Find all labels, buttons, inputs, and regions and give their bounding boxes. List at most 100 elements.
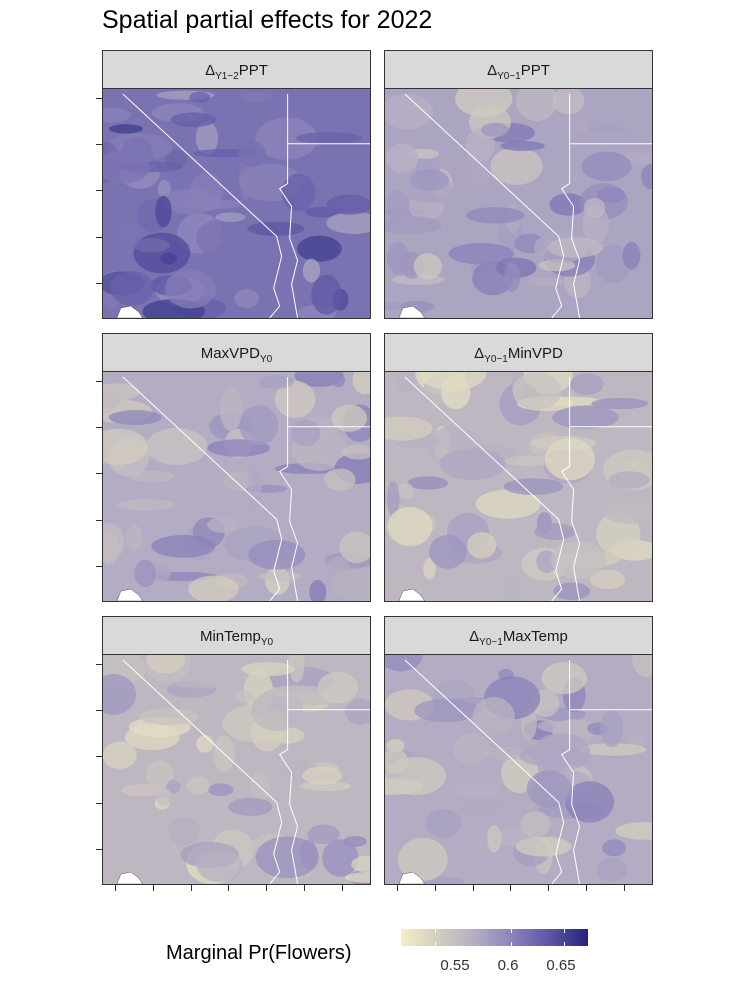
facet-label-subscript: Y1−2: [215, 71, 239, 82]
raster-patch: [228, 797, 273, 816]
raster-patch: [196, 734, 214, 753]
facet-label-base: Δ: [474, 345, 485, 362]
raster-patch: [196, 849, 243, 883]
raster-patch: [472, 697, 515, 736]
raster-patch: [103, 741, 137, 769]
raster-patch: [189, 91, 211, 103]
x-axis-tick: [548, 885, 549, 891]
raster-patch: [167, 817, 201, 845]
raster-patch: [247, 221, 305, 236]
raster-patch: [274, 380, 316, 418]
raster-patch: [600, 709, 624, 748]
raster-patch: [166, 779, 181, 794]
facet-label-base: Δ: [469, 628, 480, 645]
raster-patch: [385, 416, 433, 441]
raster-patch: [406, 476, 449, 490]
map-raster: [102, 372, 371, 602]
raster-patch: [425, 809, 462, 839]
raster-patch: [175, 678, 236, 689]
raster-patch: [461, 800, 505, 815]
map-raster: [102, 89, 371, 319]
y-axis-tick: [96, 473, 102, 474]
raster-patch: [579, 743, 647, 756]
raster-patch: [583, 197, 606, 219]
raster-patch: [309, 579, 327, 601]
raster-patch: [385, 756, 447, 796]
raster-patch: [385, 93, 434, 130]
raster-patch: [146, 655, 185, 674]
raster-patch: [385, 190, 410, 222]
raster-patch: [108, 124, 144, 134]
raster-patch: [133, 232, 191, 274]
legend-tick-mark: [511, 929, 512, 933]
river-border-line: [278, 93, 299, 318]
no-data-area: [398, 588, 426, 601]
raster-patch: [419, 372, 487, 391]
raster-patch: [133, 238, 170, 253]
raster-patch: [345, 698, 370, 726]
x-axis-tick: [228, 885, 229, 891]
raster-patch: [255, 836, 319, 879]
raster-patch: [103, 428, 149, 465]
raster-patch: [386, 241, 410, 275]
raster-patch: [258, 375, 294, 389]
raster-patch: [532, 732, 591, 772]
raster-patch: [110, 271, 154, 306]
facet-label-rest: PPT: [520, 62, 550, 79]
raster-patch: [117, 498, 175, 511]
raster-patch: [238, 140, 267, 167]
river-border-line: [278, 659, 299, 884]
river-border-line: [560, 376, 581, 601]
raster-patch: [504, 455, 554, 467]
facet-strip-label: ΔY0−1MinVPD: [384, 333, 653, 372]
x-axis-tick: [586, 885, 587, 891]
raster-patch: [605, 694, 631, 710]
facet-panel: ΔY0−1MinVPD: [384, 333, 653, 602]
raster-patch: [250, 770, 270, 802]
raster-patch: [326, 194, 370, 215]
facet-label-subscript: Y0: [260, 637, 274, 648]
raster-patch: [223, 470, 255, 492]
raster-patch: [448, 243, 515, 265]
y-axis-tick: [96, 756, 102, 757]
map-raster: [384, 89, 653, 319]
raster-patch: [302, 258, 321, 283]
y-axis-tick: [96, 283, 102, 284]
raster-patch: [258, 571, 301, 582]
y-axis-tick: [96, 664, 102, 665]
raster-patch: [345, 872, 370, 883]
raster-patch: [195, 121, 219, 155]
raster-patch: [467, 532, 497, 559]
x-axis-tick: [191, 885, 192, 891]
legend-tick-mark: [564, 942, 565, 946]
raster-patch: [170, 112, 217, 127]
raster-patch: [134, 559, 157, 588]
raster-patch: [387, 480, 400, 518]
raster-patch: [269, 685, 326, 698]
chart-title: Spatial partial effects for 2022: [102, 6, 433, 34]
raster-patch: [324, 468, 356, 491]
raster-patch: [596, 187, 626, 203]
raster-patch: [215, 212, 246, 222]
raster-patch: [595, 244, 632, 284]
raster-patch: [241, 662, 295, 677]
raster-patch: [385, 553, 409, 594]
raster-patch: [423, 558, 436, 580]
raster-patch: [589, 569, 626, 590]
legend-tick-mark: [564, 929, 565, 933]
legend-tick-label: 0.65: [546, 957, 576, 974]
y-axis-tick: [96, 427, 102, 428]
raster-patch: [515, 836, 572, 857]
raster-patch: [386, 739, 405, 752]
x-axis-tick: [342, 885, 343, 891]
raster-patch: [138, 708, 200, 726]
raster-patch: [487, 824, 502, 853]
facet-label-rest: MinVPD: [507, 345, 563, 362]
raster-patch: [596, 857, 627, 882]
facet-strip-label: ΔY0−1PPT: [384, 50, 653, 89]
raster-patch: [281, 173, 316, 212]
raster-patch: [207, 516, 240, 533]
raster-patch: [103, 530, 120, 565]
raster-patch: [255, 117, 318, 160]
raster-patch: [302, 766, 343, 785]
